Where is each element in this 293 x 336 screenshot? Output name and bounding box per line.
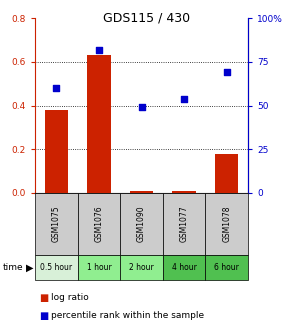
Text: 2 hour: 2 hour (129, 263, 154, 272)
Text: GSM1075: GSM1075 (52, 206, 61, 242)
Point (182, 96, 186, 101)
Text: GSM1078: GSM1078 (222, 206, 231, 242)
Text: ■: ■ (40, 311, 49, 321)
Text: time: time (3, 263, 23, 272)
Text: GDS115 / 430: GDS115 / 430 (103, 12, 190, 25)
Bar (45, 110, 68, 193)
Text: log ratio: log ratio (51, 294, 89, 302)
Text: GSM1077: GSM1077 (180, 206, 189, 242)
Text: 4 hour: 4 hour (172, 263, 197, 272)
Point (224, 70, 229, 75)
Bar (215, 154, 239, 193)
Point (139, 104, 144, 110)
Point (97, 47, 101, 52)
Text: 6 hour: 6 hour (214, 263, 239, 272)
Bar (130, 191, 153, 193)
Text: GSM1090: GSM1090 (137, 206, 146, 242)
Bar (172, 191, 196, 193)
Text: GSM1076: GSM1076 (94, 206, 103, 242)
Text: 0.5 hour: 0.5 hour (40, 263, 72, 272)
Point (54, 85, 59, 91)
Text: percentile rank within the sample: percentile rank within the sample (51, 311, 205, 321)
Text: ▶: ▶ (25, 262, 33, 272)
Text: ■: ■ (40, 293, 49, 303)
Text: 1 hour: 1 hour (86, 263, 111, 272)
Bar (87, 55, 111, 193)
